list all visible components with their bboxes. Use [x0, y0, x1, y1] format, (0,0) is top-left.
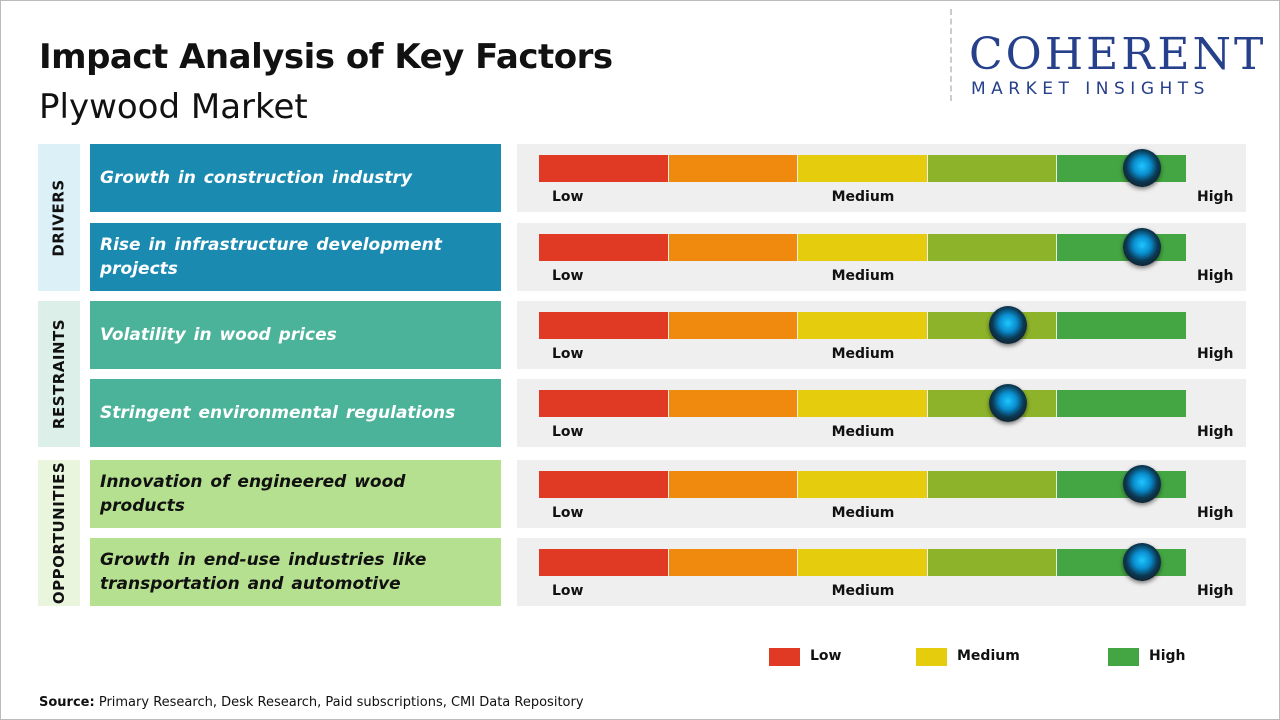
logo-separator [950, 9, 952, 101]
scale-label: High [1197, 346, 1234, 362]
factor-label: Growth in construction industry [90, 144, 501, 212]
legend-swatch [769, 648, 800, 666]
scale-label: High [1197, 505, 1234, 521]
group-band: OPPORTUNITIES [38, 460, 80, 606]
scale-label: High [1197, 424, 1234, 440]
scale-label: Low [552, 346, 584, 362]
gauge-segment [1057, 471, 1186, 498]
legend-label: High [1149, 648, 1186, 664]
factor-label: Innovation of engineered wood products [90, 460, 501, 528]
gauge-segment [668, 390, 798, 417]
impact-knob [1122, 149, 1161, 187]
impact-knob [1122, 465, 1161, 503]
gauge-segment [668, 234, 798, 261]
scale-label: High [1197, 189, 1234, 205]
scale-label: Medium [831, 583, 895, 599]
gauge-segment [1057, 312, 1186, 339]
gauge-segment [798, 471, 927, 498]
group-label: DRIVERS [50, 178, 69, 257]
gauge-segment [798, 312, 927, 339]
scale-label: Low [552, 424, 584, 440]
subtitle: Plywood Market [39, 87, 308, 127]
scale-label: Low [552, 189, 584, 205]
source: Source: Primary Research, Desk Research,… [39, 695, 584, 710]
logo-tagline: MARKET INSIGHTS [971, 79, 1210, 99]
legend-label: Medium [957, 648, 1020, 664]
scale-label: Low [552, 583, 584, 599]
scale-label: High [1197, 268, 1234, 284]
impact-knob [1122, 228, 1161, 266]
gauge-segment [1057, 155, 1186, 182]
source-label: Source: [39, 695, 95, 710]
gauge-segment [798, 234, 927, 261]
gauge-segment [1057, 390, 1186, 417]
group-band: DRIVERS [38, 144, 80, 291]
scale-label: Medium [831, 268, 895, 284]
legend-swatch [1108, 648, 1139, 666]
gauge-segment [798, 390, 927, 417]
legend-label: Low [810, 648, 842, 664]
gauge-segment [927, 549, 1057, 576]
group-band: RESTRAINTS [38, 301, 80, 447]
gauge-segment [927, 155, 1057, 182]
scale-label: Low [552, 268, 584, 284]
gauge-segment [668, 312, 798, 339]
scale-label: Medium [831, 189, 895, 205]
impact-knob [1122, 543, 1161, 581]
factor-label: Rise in infrastructure development proje… [90, 223, 501, 291]
impact-knob [989, 384, 1028, 422]
scale-label: Low [552, 505, 584, 521]
gauge-segment [668, 155, 798, 182]
logo-name: COHERENT [969, 29, 1267, 80]
gauge-segment [539, 312, 668, 339]
gauge-segment [539, 155, 668, 182]
gauge-segment [798, 155, 927, 182]
impact-knob [989, 306, 1028, 344]
group-label: RESTRAINTS [50, 318, 69, 430]
gauge-segment [1057, 234, 1186, 261]
factor-label: Stringent environmental regulations [90, 379, 501, 447]
gauge-segment [798, 549, 927, 576]
factor-label: Volatility in wood prices [90, 301, 501, 369]
group-label: OPPORTUNITIES [50, 461, 68, 605]
scale-label: Medium [831, 424, 895, 440]
gauge-segment [1057, 549, 1186, 576]
gauge-segment [539, 471, 668, 498]
gauge-segment [668, 549, 798, 576]
scale-label: Medium [831, 505, 895, 521]
title: Impact Analysis of Key Factors [39, 37, 613, 77]
scale-label: Medium [831, 346, 895, 362]
gauge-segment [539, 390, 668, 417]
gauge-segment [668, 471, 798, 498]
source-text: Primary Research, Desk Research, Paid su… [98, 695, 584, 710]
factor-label: Growth in end-use industries like transp… [90, 538, 501, 606]
gauge-segment [539, 549, 668, 576]
gauge-segment [927, 234, 1057, 261]
legend-swatch [916, 648, 947, 666]
scale-label: High [1197, 583, 1234, 599]
gauge-segment [539, 234, 668, 261]
gauge-segment [927, 471, 1057, 498]
